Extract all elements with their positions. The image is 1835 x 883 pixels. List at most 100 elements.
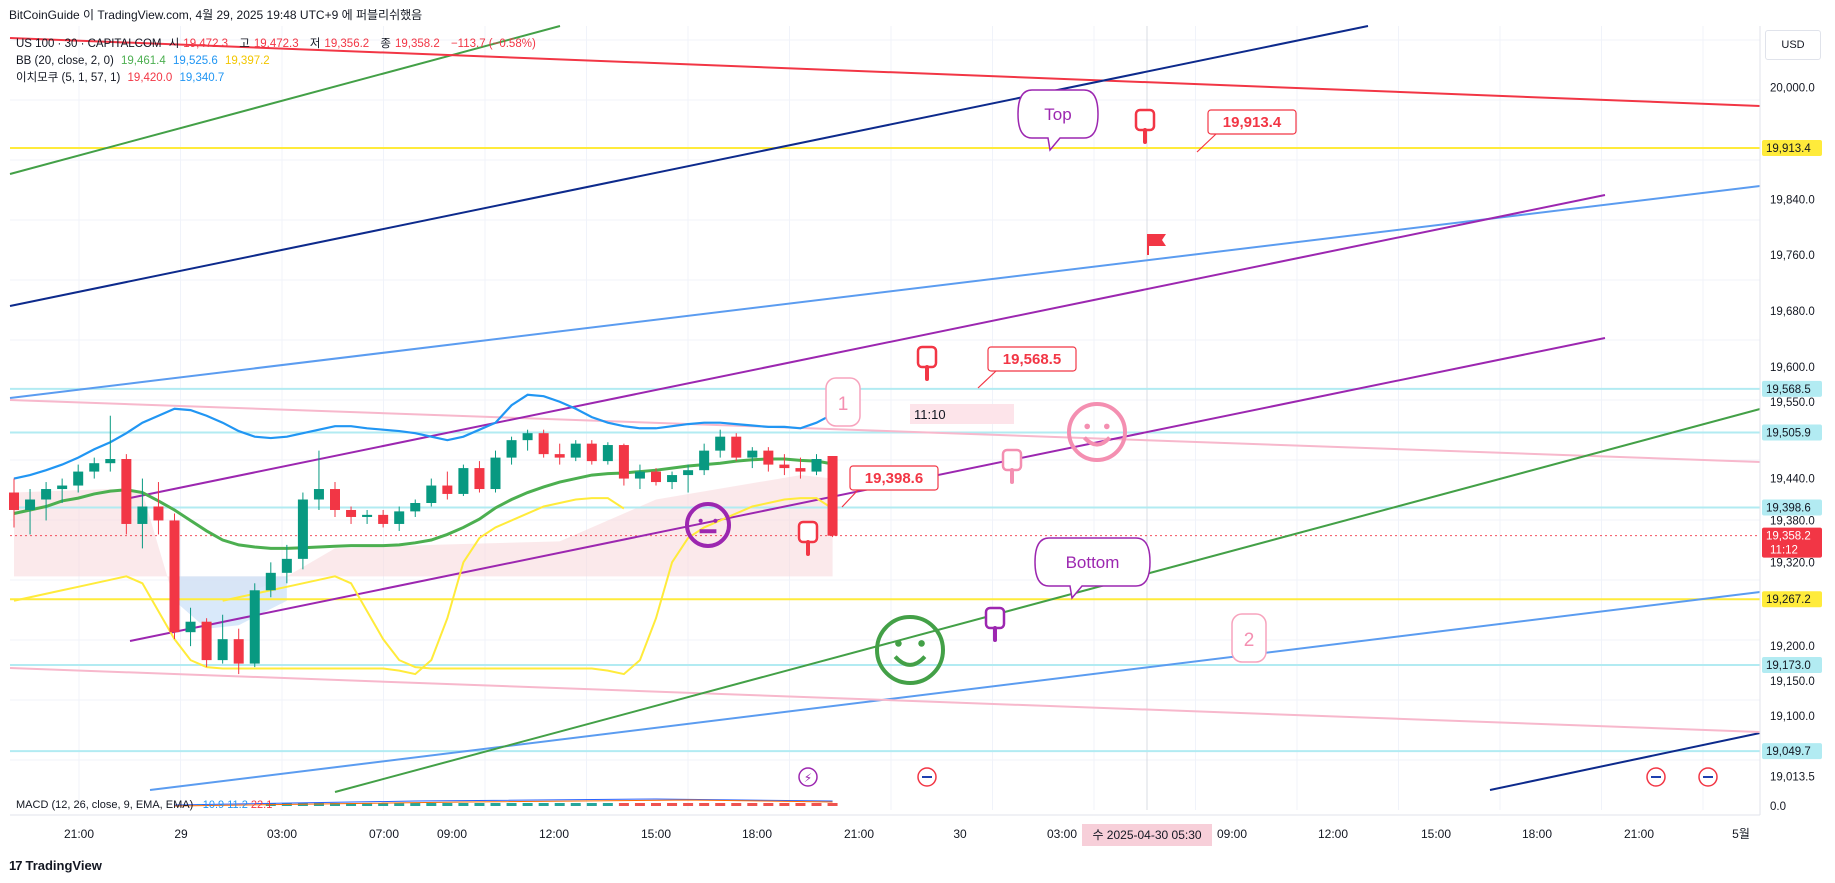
candle-body [442, 485, 453, 494]
y-tick-label: 19,013.5 [1770, 771, 1815, 783]
macd-bar [394, 803, 405, 806]
ichimoku-lagging-line [13, 497, 625, 676]
candle-body [137, 506, 148, 524]
candle-body [715, 436, 726, 451]
trend-line [129, 194, 1606, 499]
bb-lower-value: 19,397.2 [224, 55, 270, 67]
callout-19568-text: 19,568.5 [1003, 351, 1061, 368]
candle-body [217, 639, 228, 661]
y-tick-label: 19,760.0 [1770, 250, 1815, 262]
macd-bar [538, 803, 549, 806]
macd-bar [474, 803, 485, 806]
macd-bar [747, 803, 758, 806]
tradingview-logo[interactable]: 17 TradingView [9, 858, 102, 873]
candle-body [41, 489, 52, 500]
candle-body [346, 509, 357, 517]
time-box-text: 11:10 [914, 407, 946, 422]
macd-line [174, 798, 833, 806]
y-tick-label: 19,840.0 [1770, 194, 1815, 206]
trend-line [9, 37, 1761, 107]
macd-pane [174, 798, 838, 807]
price-label: 19,568.5 [1766, 384, 1811, 396]
candle-body [410, 503, 421, 512]
candle-body [747, 450, 758, 458]
candle-body [330, 489, 340, 510]
currency-button[interactable]: USD [1765, 30, 1821, 60]
callout-19913-text: 19,913.4 [1223, 114, 1282, 131]
price-label-box [1762, 499, 1822, 516]
macd-bar [795, 803, 806, 806]
trend-line [9, 185, 1761, 399]
candle-body [201, 621, 212, 661]
happy-face-icon-circle [875, 615, 945, 685]
candle-body [602, 445, 613, 462]
macd-bar [715, 803, 726, 806]
macd-bar [362, 803, 373, 806]
trend-line [149, 591, 1761, 791]
x-tick-label: 29 [174, 827, 188, 841]
wave-2-text: 2 [1244, 630, 1255, 651]
flag-icon [1149, 234, 1166, 246]
pointing-hand-icon-palm [1134, 108, 1156, 132]
bb-upper-line [13, 393, 834, 480]
x-tick-label: 12:00 [539, 827, 569, 841]
trend-line [334, 408, 1761, 793]
callout-19568-box [987, 346, 1077, 372]
candle-body [121, 459, 132, 524]
candle-body [651, 471, 661, 483]
macd-value-2: 11.2 [227, 799, 248, 811]
candle-body [25, 499, 36, 510]
macd-bar [731, 803, 742, 806]
y-tick-label: 19,320.0 [1770, 557, 1815, 569]
candle-body [362, 514, 373, 517]
happy-face-icon-mouth [893, 655, 927, 667]
macd-bar [651, 803, 661, 806]
x-tick-label: 07:00 [369, 827, 399, 841]
candle-body [570, 443, 581, 458]
wave-1-text: 1 [838, 394, 849, 415]
smile-face-icon-circle [1067, 402, 1127, 462]
price-label-box [1762, 657, 1822, 673]
ichimoku-cloud [14, 475, 833, 629]
bb-mid-value: 19,461.4 [121, 55, 166, 67]
y-tick-label: 19,680.0 [1770, 306, 1815, 318]
candle-body [249, 590, 260, 664]
macd-signal-line [174, 799, 833, 807]
smile-face-icon-eye [1104, 423, 1110, 430]
y-tick-label: 19,600.0 [1770, 362, 1815, 374]
trend-lines [9, 25, 1761, 793]
lightning-event-icon [798, 767, 818, 787]
x-tick-label: 09:00 [1217, 827, 1247, 841]
y-tick-label: 19,440.0 [1770, 474, 1815, 486]
candle-body [297, 499, 308, 559]
bubble-bottom-shape [1034, 537, 1151, 600]
macd-bar [346, 803, 357, 806]
macd-bar [618, 803, 629, 806]
candle-body [233, 639, 244, 664]
macd-bar [522, 803, 533, 806]
pointing-hand-icon-palm [797, 520, 819, 544]
macd-bar [554, 803, 565, 806]
neutral-face-icon-circle [685, 502, 731, 548]
ichimoku-value-2: 19,340.7 [179, 72, 225, 84]
candle-body [827, 456, 838, 536]
legend-bb-row[interactable]: BB (20, close, 2, 0) 19,461.4 19,525.6 1… [16, 53, 540, 70]
macd-bar [330, 803, 340, 806]
x-tick-label: 12:00 [1318, 827, 1348, 841]
candle-body [9, 492, 19, 510]
candle-body [586, 443, 597, 462]
macd-bar [506, 803, 517, 806]
price-label: 19,913.4 [1766, 143, 1811, 155]
candle-body [89, 463, 100, 472]
candle-body [281, 558, 292, 573]
macd-bar [442, 803, 453, 806]
y-tick-label: 19,200.0 [1770, 641, 1815, 653]
bubble-bottom-text: Bottom [1066, 553, 1120, 572]
macd-legend[interactable]: MACD (12, 26, close, 9, EMA, EMA) −10.9 … [16, 799, 272, 811]
candle-body [313, 489, 324, 500]
macd-bar [634, 803, 645, 806]
price-label: 19,358.2 [1766, 531, 1811, 543]
legend-ichimoku-row[interactable]: 이치모쿠 (5, 1, 57, 1) 19,420.0 19,340.7 [16, 70, 540, 87]
ohlc-close: 종 19,358.2 [380, 38, 440, 50]
